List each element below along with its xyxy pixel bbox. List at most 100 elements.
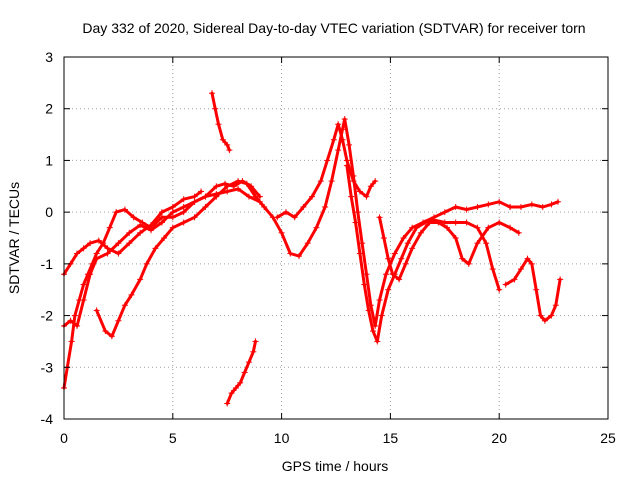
- data-point: [113, 209, 120, 216]
- data-point: [309, 193, 316, 200]
- data-point: [87, 271, 94, 278]
- data-point: [385, 255, 392, 262]
- y-axis-label: SDTVAR / TECUs: [6, 182, 22, 294]
- series-line: [210, 91, 231, 152]
- series-track-7: [376, 214, 522, 283]
- data-point: [383, 271, 390, 278]
- data-point: [452, 203, 459, 210]
- data-point: [404, 240, 411, 247]
- data-point: [67, 317, 74, 324]
- series-track-10: [208, 90, 233, 154]
- data-point: [169, 224, 176, 231]
- plot-frame: [63, 56, 609, 420]
- data-point: [485, 201, 492, 208]
- data-point: [212, 105, 219, 112]
- data-point: [474, 240, 481, 247]
- data-point: [300, 203, 307, 210]
- data-point: [80, 245, 87, 252]
- data-point: [459, 255, 466, 262]
- data-point: [354, 209, 361, 216]
- data-point: [435, 219, 442, 226]
- series-line: [275, 122, 377, 219]
- data-point: [330, 136, 337, 143]
- y-tick-label: 2: [45, 101, 53, 117]
- data-point: [328, 178, 335, 185]
- series-line: [504, 257, 562, 323]
- data-point: [274, 214, 281, 221]
- data-point: [359, 240, 366, 247]
- data-point: [528, 201, 535, 208]
- series-line: [62, 190, 203, 276]
- data-point: [441, 219, 448, 226]
- data-point: [245, 193, 252, 200]
- data-point: [137, 229, 144, 236]
- grid-lines: [64, 57, 608, 419]
- data-point: [554, 198, 561, 205]
- data-point: [191, 214, 198, 221]
- data-point: [474, 224, 481, 231]
- data-point: [95, 237, 102, 244]
- data-point: [224, 400, 231, 407]
- data-point: [291, 214, 298, 221]
- data-point: [241, 369, 248, 376]
- data-point: [104, 245, 111, 252]
- data-point: [417, 229, 424, 236]
- data-point: [121, 206, 128, 213]
- x-tick-label: 5: [169, 430, 177, 446]
- series-line: [95, 117, 512, 338]
- data-series: [61, 90, 564, 407]
- data-point: [539, 203, 546, 210]
- data-point: [121, 302, 128, 309]
- data-point: [252, 338, 259, 345]
- data-point: [372, 178, 379, 185]
- chart-title: Day 332 of 2020, Sidereal Day-to-day VTE…: [82, 20, 585, 36]
- x-tick-label: 20: [491, 430, 507, 446]
- data-point: [213, 193, 220, 200]
- data-point: [68, 338, 75, 345]
- data-point: [374, 338, 381, 345]
- data-point: [235, 185, 242, 192]
- data-point: [465, 260, 472, 267]
- data-point: [287, 250, 294, 257]
- data-point: [191, 193, 198, 200]
- data-point: [143, 260, 150, 267]
- data-point: [335, 121, 342, 128]
- data-point: [148, 227, 155, 234]
- data-point: [278, 229, 285, 236]
- y-tick-label: 3: [45, 49, 53, 65]
- series-line: [225, 339, 257, 405]
- series-track-3: [61, 185, 263, 329]
- data-point: [87, 240, 94, 247]
- data-point: [443, 224, 450, 231]
- data-point: [74, 322, 81, 329]
- y-tick-label: -1: [41, 256, 54, 272]
- data-point: [71, 312, 78, 319]
- data-point: [93, 307, 100, 314]
- series-track-9: [507, 198, 561, 210]
- data-point: [409, 245, 416, 252]
- data-point: [548, 201, 555, 208]
- data-point: [250, 348, 257, 355]
- data-point: [548, 312, 555, 319]
- data-point: [213, 183, 220, 190]
- data-point: [343, 157, 350, 164]
- series-track-6: [343, 162, 503, 345]
- data-point: [363, 193, 370, 200]
- data-point: [356, 188, 363, 195]
- x-tick-label: 25: [600, 430, 616, 446]
- data-point: [126, 229, 133, 236]
- series-line: [378, 215, 521, 281]
- data-point: [161, 235, 168, 241]
- data-point: [228, 390, 235, 397]
- data-point: [324, 157, 331, 164]
- data-point: [158, 209, 165, 216]
- data-point: [376, 297, 383, 304]
- y-tick-label: -2: [41, 308, 54, 324]
- data-point: [296, 253, 303, 260]
- data-point: [202, 193, 209, 200]
- data-point: [528, 260, 535, 267]
- data-point: [367, 183, 374, 190]
- data-point: [93, 250, 100, 257]
- data-point: [352, 219, 359, 226]
- data-point: [343, 162, 350, 169]
